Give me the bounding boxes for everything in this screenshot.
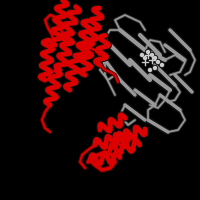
Circle shape xyxy=(156,60,160,64)
Circle shape xyxy=(153,55,158,60)
Circle shape xyxy=(142,55,148,60)
Circle shape xyxy=(150,52,154,58)
Circle shape xyxy=(146,50,150,53)
Circle shape xyxy=(153,66,158,71)
Circle shape xyxy=(154,66,156,70)
Circle shape xyxy=(146,49,151,54)
Circle shape xyxy=(144,56,146,60)
Circle shape xyxy=(160,62,164,68)
Circle shape xyxy=(140,52,144,58)
Circle shape xyxy=(148,68,153,72)
Circle shape xyxy=(151,53,154,56)
Circle shape xyxy=(140,53,144,56)
Circle shape xyxy=(160,64,164,66)
Circle shape xyxy=(154,56,156,60)
Circle shape xyxy=(156,60,160,64)
Circle shape xyxy=(148,68,152,72)
